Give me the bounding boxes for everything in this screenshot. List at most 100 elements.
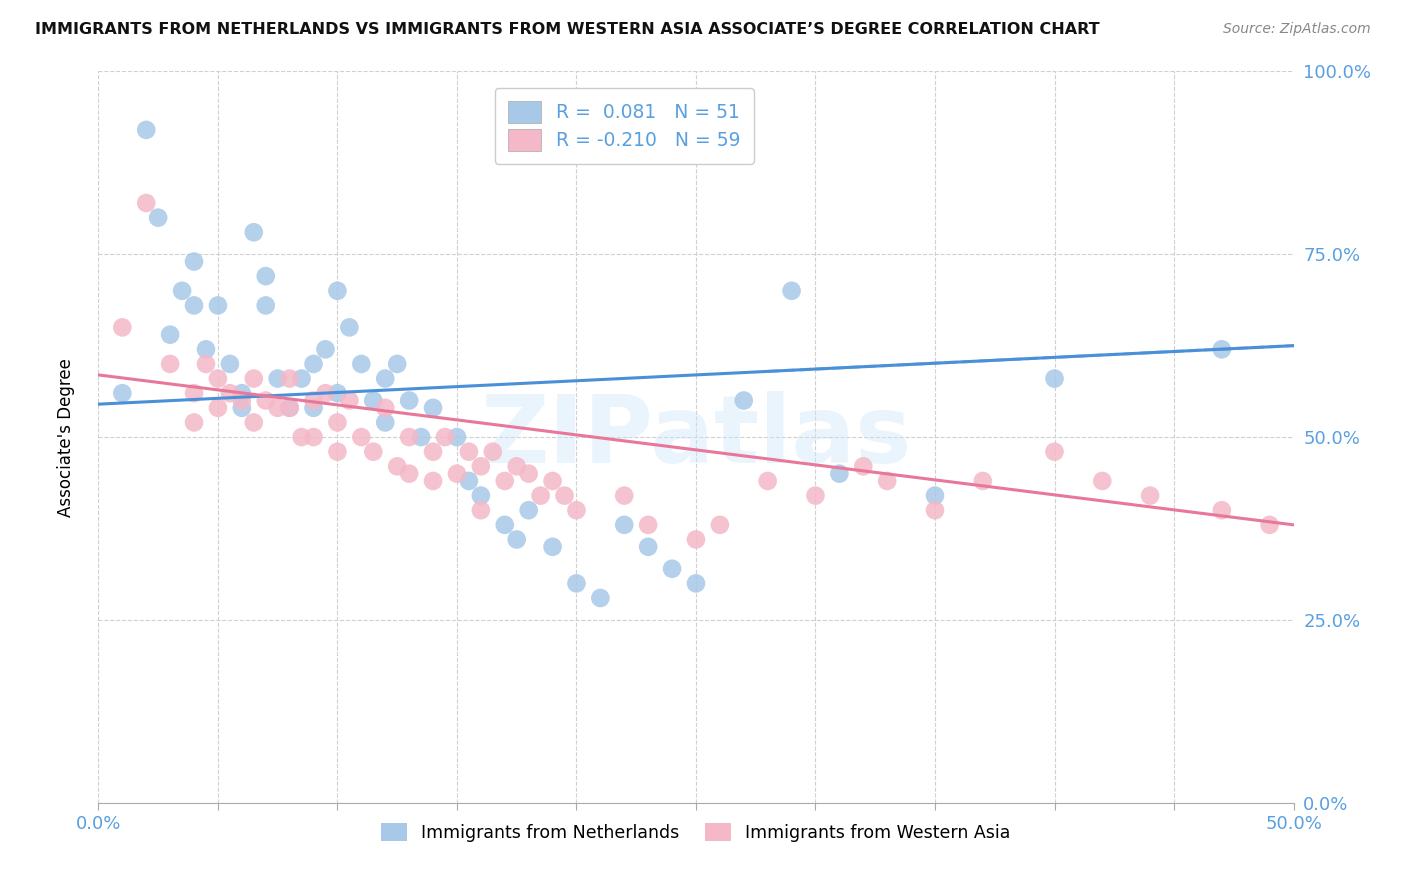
Point xyxy=(1043,371,1066,385)
Point xyxy=(494,517,516,532)
Point xyxy=(350,357,373,371)
Point xyxy=(458,474,481,488)
Point xyxy=(709,517,731,532)
Point xyxy=(398,393,420,408)
Point xyxy=(852,459,875,474)
Point xyxy=(685,533,707,547)
Point xyxy=(363,444,385,458)
Point xyxy=(470,489,492,503)
Point xyxy=(315,343,337,357)
Point xyxy=(1211,343,1233,357)
Point xyxy=(363,393,385,408)
Point xyxy=(554,489,576,503)
Text: ZIPatlas: ZIPatlas xyxy=(481,391,911,483)
Point xyxy=(195,357,218,371)
Point xyxy=(111,386,134,401)
Point xyxy=(254,269,277,284)
Point xyxy=(135,123,157,137)
Point xyxy=(458,444,481,458)
Point xyxy=(1258,517,1281,532)
Point xyxy=(254,393,277,408)
Text: Source: ZipAtlas.com: Source: ZipAtlas.com xyxy=(1223,22,1371,37)
Point xyxy=(302,430,325,444)
Point xyxy=(172,284,194,298)
Point xyxy=(243,225,266,239)
Point xyxy=(481,444,505,458)
Point xyxy=(315,386,337,401)
Point xyxy=(254,298,277,312)
Point xyxy=(756,474,779,488)
Point xyxy=(135,196,157,211)
Point xyxy=(243,416,266,430)
Point xyxy=(1043,444,1066,458)
Point xyxy=(398,430,420,444)
Point xyxy=(374,371,396,385)
Point xyxy=(924,489,946,503)
Point xyxy=(291,430,314,444)
Point xyxy=(302,401,325,415)
Point xyxy=(637,517,659,532)
Point xyxy=(231,393,253,408)
Point xyxy=(326,284,349,298)
Point xyxy=(661,562,683,576)
Point xyxy=(470,459,492,474)
Point xyxy=(195,343,218,357)
Point xyxy=(565,503,588,517)
Point xyxy=(876,474,898,488)
Point xyxy=(422,444,444,458)
Point xyxy=(924,503,946,517)
Point xyxy=(278,401,301,415)
Point xyxy=(470,503,492,517)
Point xyxy=(207,371,229,385)
Point xyxy=(613,517,636,532)
Point xyxy=(446,430,468,444)
Point xyxy=(541,474,564,488)
Point xyxy=(780,284,803,298)
Point xyxy=(1139,489,1161,503)
Point xyxy=(385,459,409,474)
Point xyxy=(243,371,266,385)
Point xyxy=(517,467,540,481)
Point xyxy=(1091,474,1114,488)
Point xyxy=(350,430,373,444)
Point xyxy=(231,401,253,415)
Point xyxy=(111,320,134,334)
Point xyxy=(219,357,242,371)
Point xyxy=(828,467,851,481)
Point xyxy=(374,416,396,430)
Point xyxy=(219,386,242,401)
Point xyxy=(506,533,529,547)
Text: IMMIGRANTS FROM NETHERLANDS VS IMMIGRANTS FROM WESTERN ASIA ASSOCIATE’S DEGREE C: IMMIGRANTS FROM NETHERLANDS VS IMMIGRANT… xyxy=(35,22,1099,37)
Point xyxy=(530,489,553,503)
Point xyxy=(339,393,361,408)
Point xyxy=(326,444,349,458)
Point xyxy=(494,474,516,488)
Point xyxy=(159,327,181,342)
Point xyxy=(565,576,588,591)
Point xyxy=(183,298,205,312)
Point xyxy=(517,503,540,517)
Point xyxy=(506,459,529,474)
Point xyxy=(589,591,612,605)
Legend: Immigrants from Netherlands, Immigrants from Western Asia: Immigrants from Netherlands, Immigrants … xyxy=(374,816,1018,849)
Point xyxy=(291,371,314,385)
Point xyxy=(183,254,205,268)
Point xyxy=(613,489,636,503)
Point xyxy=(278,371,301,385)
Point xyxy=(159,357,181,371)
Point xyxy=(183,416,205,430)
Point xyxy=(207,298,229,312)
Point xyxy=(326,386,349,401)
Point xyxy=(804,489,827,503)
Point xyxy=(148,211,170,225)
Point xyxy=(972,474,994,488)
Point xyxy=(326,416,349,430)
Point xyxy=(422,401,444,415)
Point xyxy=(207,401,229,415)
Point xyxy=(398,467,420,481)
Point xyxy=(422,474,444,488)
Point xyxy=(183,386,205,401)
Point xyxy=(339,320,361,334)
Point xyxy=(637,540,659,554)
Point xyxy=(267,401,290,415)
